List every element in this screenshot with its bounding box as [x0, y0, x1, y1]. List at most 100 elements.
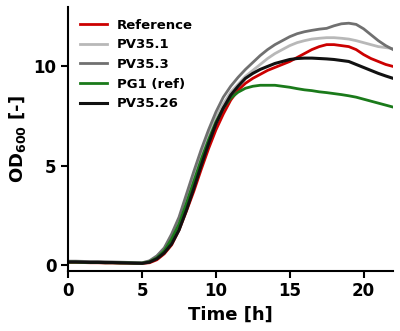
PG1 (ref) — [368, 99, 373, 103]
PV35.26 — [243, 76, 248, 80]
PV35.26 — [354, 63, 358, 67]
PV35.3 — [110, 260, 115, 264]
PG1 (ref) — [162, 249, 167, 253]
PG1 (ref) — [125, 261, 130, 265]
PV35.3 — [169, 232, 174, 236]
Line: PG1 (ref): PG1 (ref) — [68, 85, 393, 263]
PV35.3 — [140, 261, 144, 265]
PV35.1 — [66, 260, 71, 264]
PV35.1 — [361, 41, 366, 45]
Reference — [88, 261, 93, 265]
PG1 (ref) — [346, 94, 351, 98]
PG1 (ref) — [103, 261, 108, 265]
PV35.1 — [184, 197, 189, 201]
PV35.26 — [346, 60, 351, 64]
PV35.3 — [368, 33, 373, 37]
PV35.26 — [88, 260, 93, 264]
PV35.3 — [361, 27, 366, 31]
PV35.26 — [280, 60, 285, 64]
PV35.3 — [272, 43, 277, 47]
PV35.1 — [376, 45, 381, 49]
PG1 (ref) — [250, 84, 255, 88]
PV35.26 — [236, 84, 240, 88]
PG1 (ref) — [383, 103, 388, 107]
PV35.26 — [206, 142, 211, 146]
PV35.26 — [324, 57, 329, 61]
PG1 (ref) — [287, 85, 292, 89]
PG1 (ref) — [280, 84, 285, 88]
Reference — [103, 261, 108, 265]
Line: PV35.3: PV35.3 — [68, 23, 393, 263]
Reference — [324, 43, 329, 47]
PV35.3 — [287, 35, 292, 39]
PV35.1 — [214, 116, 218, 120]
PV35.1 — [324, 36, 329, 40]
PV35.3 — [88, 260, 93, 263]
PV35.1 — [162, 247, 167, 251]
PV35.1 — [118, 260, 122, 264]
PV35.1 — [177, 219, 182, 223]
PG1 (ref) — [354, 95, 358, 99]
PG1 (ref) — [110, 261, 115, 265]
PV35.3 — [214, 110, 218, 114]
PV35.1 — [132, 261, 137, 265]
PV35.26 — [228, 93, 233, 97]
PV35.3 — [391, 48, 396, 52]
PV35.1 — [169, 235, 174, 239]
PV35.26 — [66, 260, 71, 264]
PV35.26 — [383, 74, 388, 78]
Reference — [243, 81, 248, 85]
PV35.26 — [302, 56, 307, 60]
PV35.1 — [368, 43, 373, 47]
X-axis label: Time [h]: Time [h] — [188, 306, 273, 324]
PV35.1 — [302, 39, 307, 43]
Reference — [250, 76, 255, 80]
Reference — [339, 44, 344, 48]
PV35.1 — [103, 260, 108, 264]
PV35.3 — [73, 259, 78, 263]
PV35.3 — [265, 48, 270, 52]
PV35.3 — [199, 148, 204, 152]
PV35.3 — [310, 28, 314, 32]
PV35.1 — [287, 44, 292, 48]
PV35.3 — [96, 260, 100, 263]
PV35.26 — [132, 261, 137, 265]
PV35.1 — [147, 259, 152, 263]
Reference — [169, 243, 174, 247]
PV35.26 — [103, 260, 108, 264]
PV35.3 — [147, 259, 152, 263]
Reference — [73, 260, 78, 264]
PV35.1 — [81, 260, 86, 264]
Reference — [361, 53, 366, 57]
PV35.26 — [199, 164, 204, 167]
PV35.1 — [339, 36, 344, 40]
PV35.26 — [191, 186, 196, 190]
PV35.26 — [376, 71, 381, 75]
PG1 (ref) — [214, 120, 218, 124]
PV35.3 — [184, 192, 189, 196]
Reference — [287, 60, 292, 64]
PV35.3 — [206, 128, 211, 132]
PV35.1 — [317, 36, 322, 40]
PV35.26 — [81, 260, 86, 264]
Reference — [391, 65, 396, 69]
PG1 (ref) — [132, 261, 137, 265]
Reference — [236, 88, 240, 92]
Line: PV35.1: PV35.1 — [68, 38, 393, 263]
PV35.26 — [317, 57, 322, 61]
Reference — [376, 60, 381, 64]
Reference — [125, 261, 130, 265]
Line: Reference: Reference — [68, 45, 393, 263]
PG1 (ref) — [154, 256, 159, 260]
PV35.3 — [154, 254, 159, 258]
PV35.3 — [295, 32, 300, 36]
PG1 (ref) — [236, 90, 240, 94]
PV35.3 — [354, 23, 358, 26]
PV35.26 — [184, 208, 189, 212]
PV35.1 — [191, 175, 196, 179]
Reference — [265, 69, 270, 72]
PV35.3 — [125, 260, 130, 264]
PG1 (ref) — [376, 101, 381, 105]
PV35.26 — [154, 257, 159, 261]
PV35.3 — [81, 260, 86, 263]
